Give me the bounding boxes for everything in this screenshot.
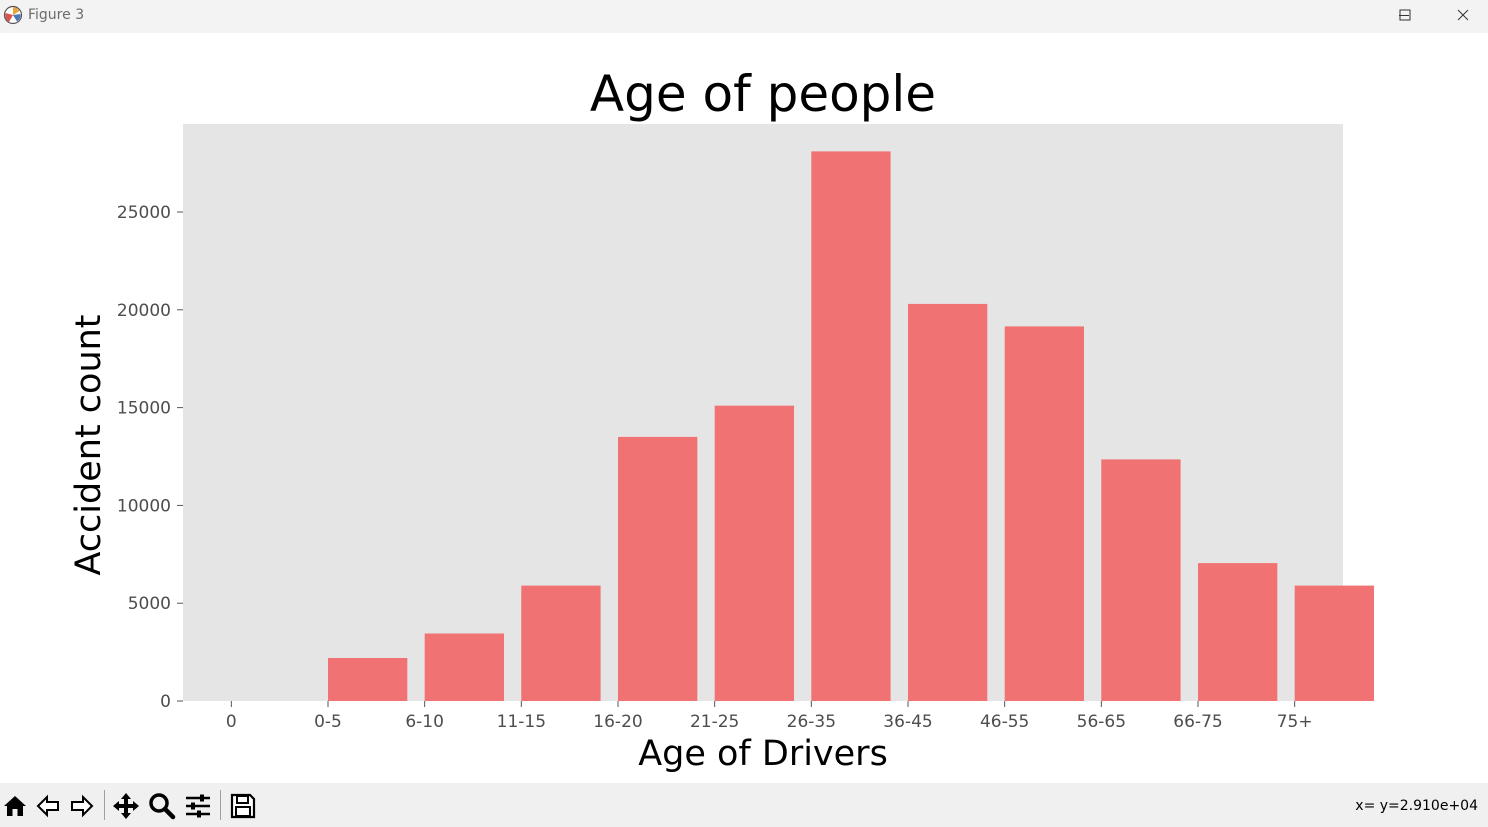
bar-36-45: [908, 303, 988, 701]
y-tick-label: 20000: [117, 301, 171, 321]
x-tick-label: 26-35: [787, 712, 836, 732]
x-tick-label: 75+: [1277, 712, 1313, 732]
save-button[interactable]: [228, 791, 258, 821]
toolbar-separator: [104, 790, 105, 820]
y-tick-label: 25000: [117, 203, 171, 223]
x-tick-label: 46-55: [980, 712, 1029, 732]
chart-title: Age of people: [590, 65, 936, 123]
x-tick-label: 6-10: [405, 712, 444, 732]
minimize-button-area: [1320, 0, 1366, 30]
y-tick-label: 0: [160, 692, 171, 712]
bar-21-25: [714, 405, 794, 701]
window-title: Figure 3: [28, 7, 85, 23]
figure-canvas[interactable]: 0 5000 10000 15000 20000 25000 0 0-5 6-10 11-15 1…: [0, 33, 1488, 783]
bar-56-65: [1101, 459, 1181, 701]
home-icon: [4, 796, 26, 816]
x-tick-label: 21-25: [690, 712, 739, 732]
bar-26-35: [811, 151, 891, 701]
pan-button[interactable]: [111, 791, 141, 821]
y-axis-label: Accident count: [69, 314, 109, 575]
minimize-button[interactable]: [1381, 0, 1427, 30]
maximize-icon: [1399, 9, 1411, 21]
back-button[interactable]: [33, 791, 63, 821]
close-button[interactable]: [1440, 0, 1486, 30]
forward-arrow-icon: [71, 794, 94, 818]
bar-6-10: [424, 633, 504, 701]
toolbar-separator: [220, 790, 221, 820]
bar-46-55: [1004, 326, 1084, 701]
bar-chart: 0 5000 10000 15000 20000 25000 0 0-5 6-10 11-15 1…: [69, 65, 1374, 774]
bar-75+: [1294, 585, 1374, 701]
x-tick-label: 11-15: [497, 712, 546, 732]
x-tick-label: 0: [226, 712, 237, 732]
zoom-magnifier-icon: [149, 793, 176, 820]
y-tick-label: 10000: [117, 496, 171, 516]
pan-move-icon: [113, 793, 139, 819]
title-bar: Figure 3: [0, 0, 1488, 33]
configure-subplots-icon: [186, 794, 210, 818]
save-disk-icon: [230, 793, 256, 819]
forward-button[interactable]: [67, 791, 97, 821]
y-tick-label: 5000: [128, 594, 171, 614]
home-button[interactable]: [0, 791, 30, 821]
back-arrow-icon: [36, 794, 59, 818]
zoom-button[interactable]: [147, 791, 177, 821]
x-tick-label: 0-5: [314, 712, 342, 732]
x-tick-label: 16-20: [593, 712, 642, 732]
minimize-icon: [1399, 15, 1409, 16]
configure-subplots-button[interactable]: [183, 791, 213, 821]
matplotlib-icon: [3, 5, 23, 25]
x-tick-label: 66-75: [1173, 712, 1222, 732]
x-axis-label: Age of Drivers: [638, 734, 888, 774]
cursor-coordinates: x= y=2.910e+04: [1355, 798, 1478, 814]
close-icon: [1457, 9, 1469, 21]
bar-0-5: [328, 658, 408, 701]
bar-16-20: [618, 436, 698, 701]
bar-66-75: [1198, 563, 1278, 701]
navigation-toolbar: x= y=2.910e+04: [0, 783, 1488, 827]
bar-11-15: [521, 585, 601, 701]
y-tick-label: 15000: [117, 399, 171, 419]
maximize-button[interactable]: [1382, 0, 1428, 30]
x-tick-label: 56-65: [1077, 712, 1126, 732]
x-tick-label: 36-45: [883, 712, 932, 732]
